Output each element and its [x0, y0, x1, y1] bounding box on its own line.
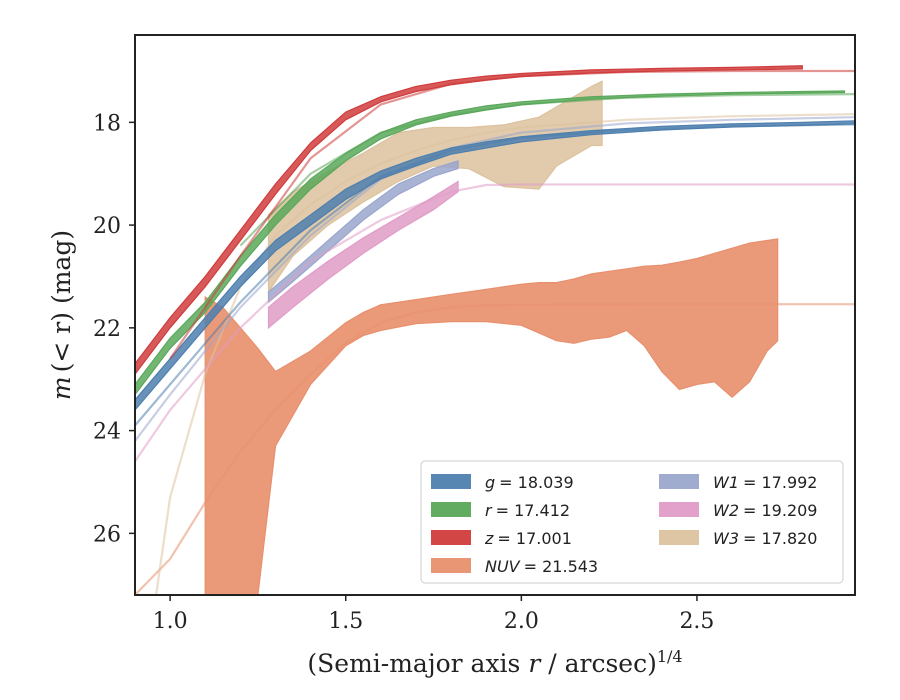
y-tick-label: 18 [93, 111, 121, 136]
legend-label-w2: W2 = 19.209 [713, 501, 817, 520]
plot-frame [134, 34, 856, 596]
series-g-band [135, 120, 855, 411]
legend-swatch-g [431, 474, 471, 489]
legend-swatch-w3 [659, 530, 699, 545]
legend-label-g: g = 18.039 [485, 473, 574, 492]
series-w1-band [267, 160, 459, 304]
y-tick-label: 26 [93, 522, 121, 547]
legend-label-r: r = 17.412 [485, 501, 570, 520]
y-axis-label: m(< r) (mag) [47, 230, 76, 400]
series-nuv-band [204, 238, 779, 595]
y-tick-label: 22 [93, 317, 121, 342]
x-tick-label: 1.5 [328, 609, 363, 634]
series-w2-model-line [135, 183, 855, 463]
x-tick-label: 1.0 [153, 609, 188, 634]
series-r-band [135, 90, 846, 396]
legend-swatch-r [431, 502, 471, 517]
y-tick-label: 20 [93, 214, 121, 239]
legend-box [420, 460, 844, 584]
series-z-band [135, 65, 803, 376]
legend-label-z: z = 17.001 [484, 529, 572, 548]
legend-label-w3: W3 = 17.820 [713, 529, 817, 548]
x-tick-label: 2.0 [504, 609, 539, 634]
legend-swatch-nuv [431, 558, 471, 573]
axes-ticks: 1.0 1.5 2.0 2.5 18 20 22 24 26 [93, 111, 714, 634]
legend-label-nuv: NUV = 21.543 [485, 557, 598, 576]
x-axis-label: (Semi-major axis r / arcsec)1/4 [307, 647, 682, 678]
plot-area [135, 65, 855, 595]
legend-swatch-z [431, 530, 471, 545]
series-w3-band [267, 80, 603, 294]
legend-swatch-w1 [659, 474, 699, 489]
x-tick-label: 2.5 [679, 609, 714, 634]
legend-label-w1: W1 = 17.992 [713, 473, 817, 492]
series-w2-band [267, 180, 459, 330]
legend-swatch-w2 [659, 502, 699, 517]
y-tick-label: 24 [93, 420, 121, 445]
legend: g = 18.039 r = 17.412 z = 17.001 NUV = 21.543 W1… [420, 460, 844, 584]
